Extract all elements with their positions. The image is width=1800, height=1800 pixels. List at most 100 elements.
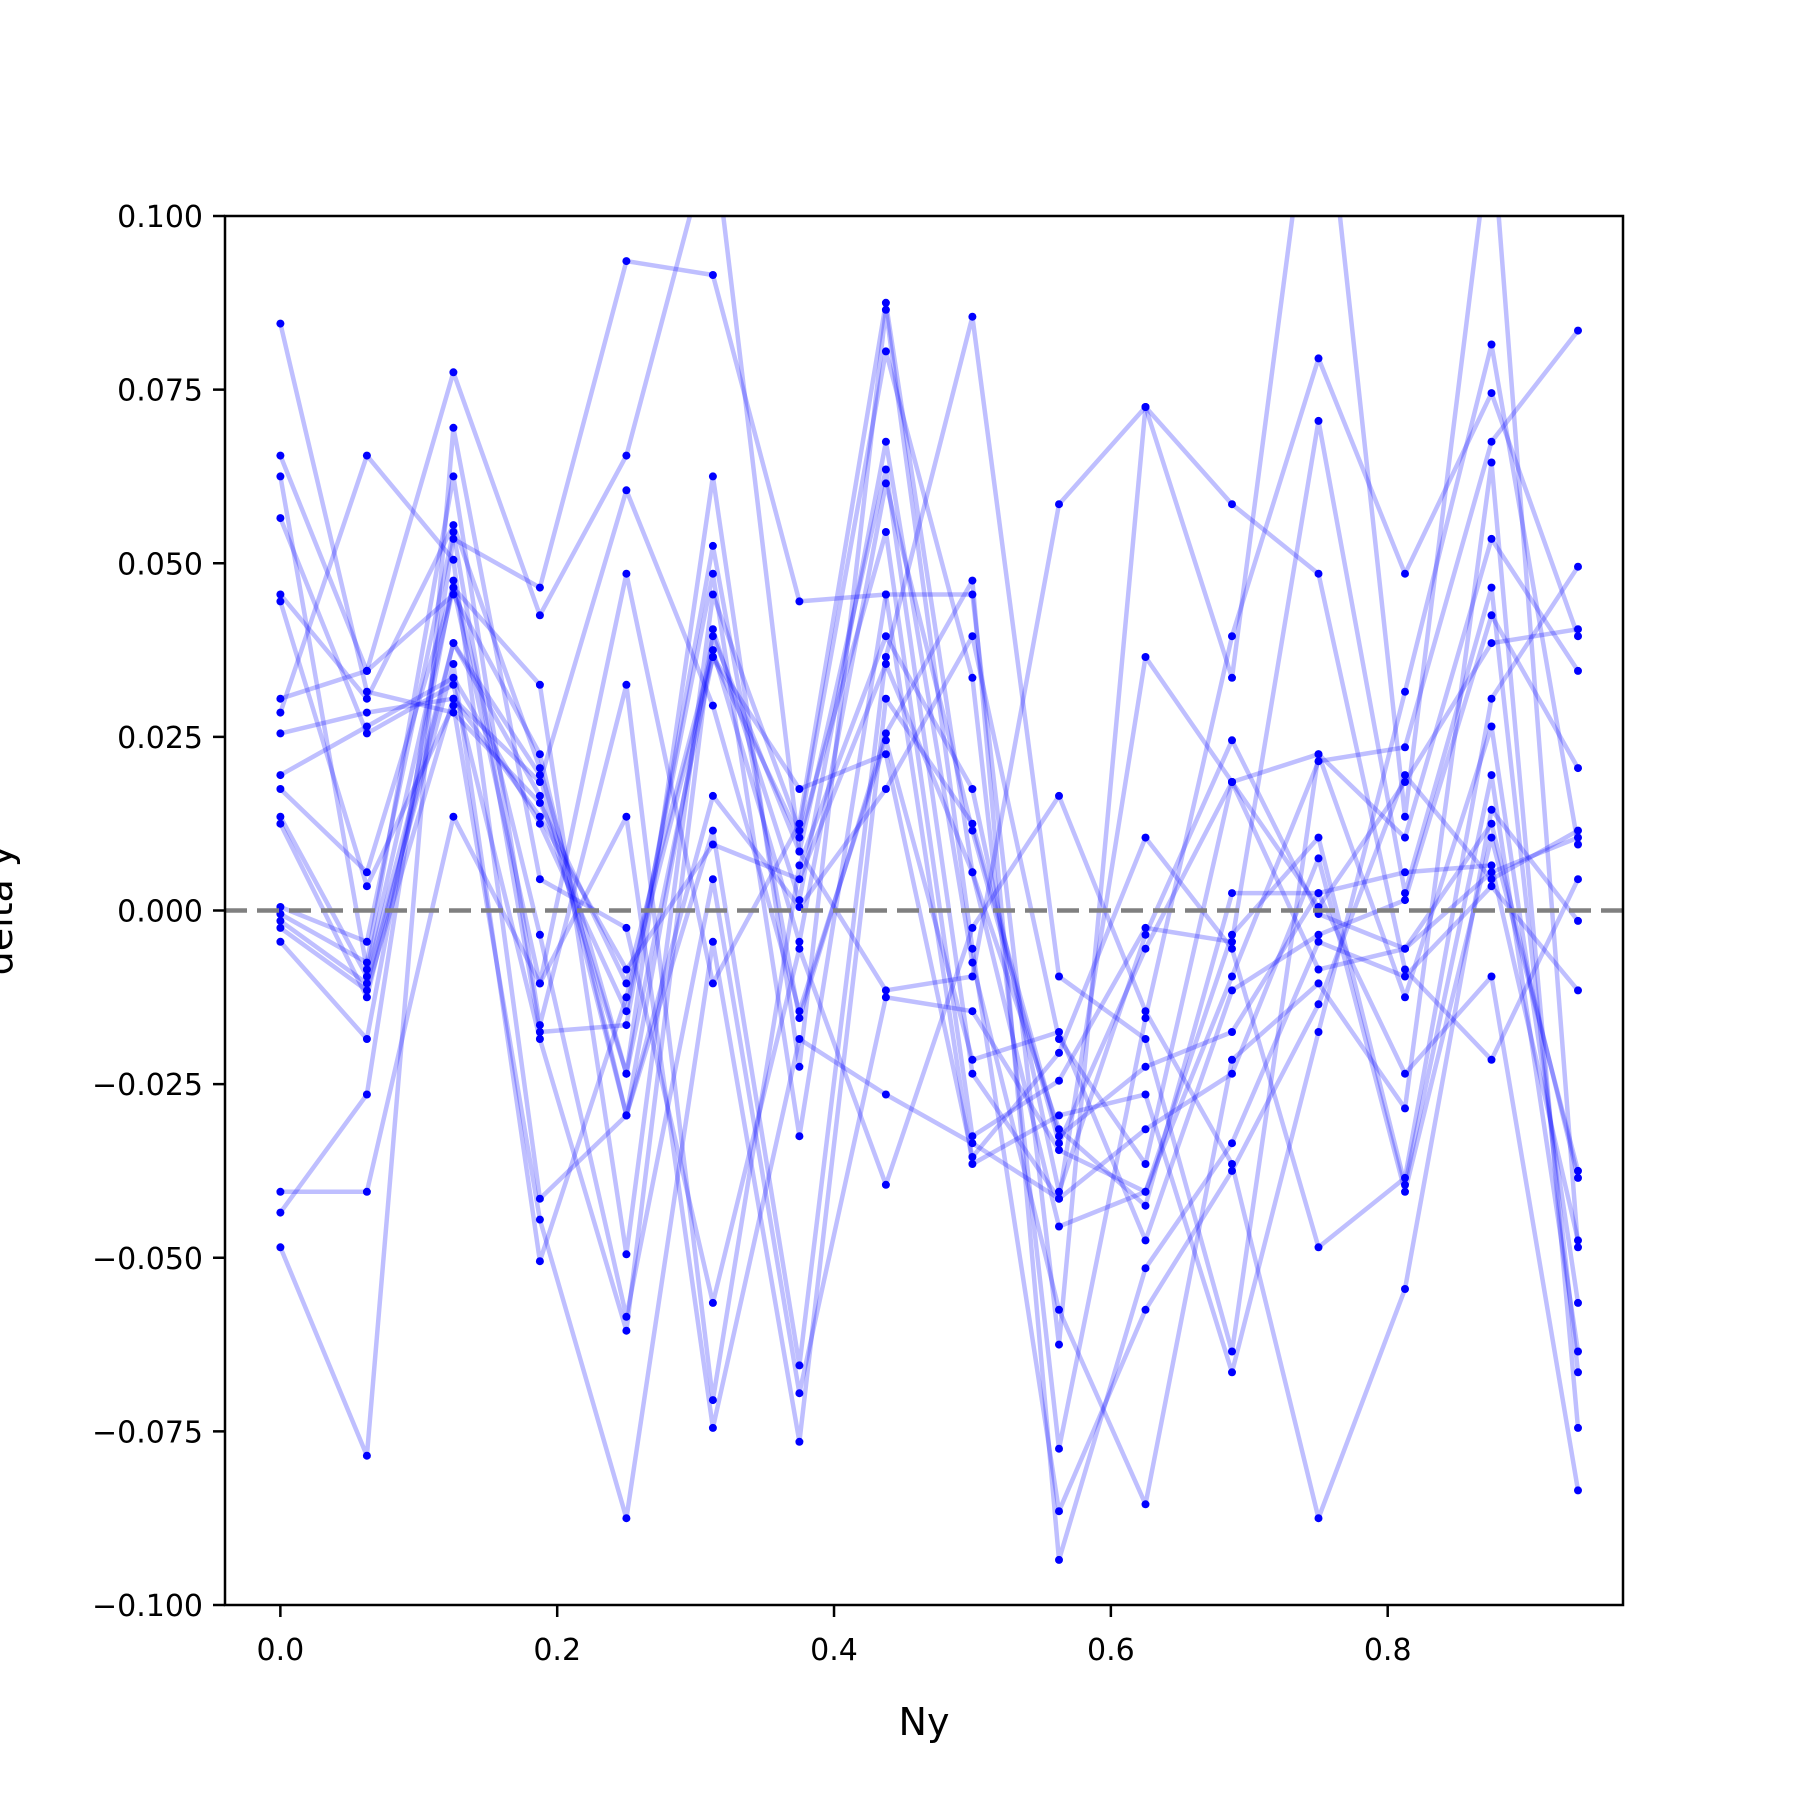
data-point — [1055, 1305, 1063, 1314]
data-point — [708, 979, 717, 988]
data-point — [795, 1389, 804, 1398]
data-point — [622, 569, 631, 578]
series-line — [280, 814, 1581, 1431]
data-point — [1228, 1055, 1236, 1064]
series-line — [278, 425, 1580, 1521]
series-line — [278, 522, 1580, 1250]
data-point — [1228, 500, 1236, 509]
data-point — [1141, 1160, 1150, 1168]
data-point — [1487, 534, 1496, 543]
data-point — [449, 660, 458, 668]
data-point — [1228, 736, 1236, 745]
data-point — [1574, 632, 1582, 641]
data-point — [968, 826, 977, 835]
data-point — [708, 569, 717, 578]
data-point — [1141, 1007, 1150, 1016]
data-point — [1401, 1285, 1409, 1293]
data-point — [1228, 1160, 1236, 1168]
data-point — [1487, 819, 1496, 828]
data-point — [1141, 944, 1150, 953]
data-point — [881, 298, 890, 307]
data-point — [1487, 583, 1496, 592]
data-point — [276, 729, 285, 738]
y-tick-label: 0.100 — [117, 200, 203, 235]
data-point — [1314, 569, 1323, 578]
data-point — [535, 1035, 544, 1043]
data-point — [1574, 826, 1582, 835]
y-tick-label: 0.075 — [117, 374, 203, 409]
data-point — [1314, 965, 1323, 974]
data-point — [535, 583, 544, 592]
data-point — [795, 819, 804, 828]
data-point — [1401, 687, 1409, 696]
data-point — [968, 673, 977, 682]
data-point — [708, 653, 717, 661]
data-point — [622, 257, 631, 266]
data-point — [708, 1396, 717, 1405]
data-point — [1574, 1243, 1582, 1252]
data-point — [622, 1250, 631, 1259]
data-point — [1401, 1187, 1409, 1196]
data-point — [1141, 923, 1150, 932]
data-point — [1314, 854, 1323, 863]
data-point — [535, 1021, 544, 1030]
series-line — [278, 349, 1581, 1451]
data-point — [1574, 840, 1582, 849]
data-point — [1401, 1180, 1409, 1189]
y-tick-label: −0.075 — [92, 1415, 203, 1450]
data-point — [276, 1243, 285, 1252]
data-point — [708, 271, 717, 279]
series-line — [278, 578, 1581, 1396]
data-point — [276, 451, 285, 460]
data-point — [1487, 833, 1496, 842]
series-line — [278, 626, 1579, 1167]
data-point — [1141, 1125, 1150, 1134]
y-axis-ticks: −0.100 −0.075 −0.050 −0.025 0.000 0.025 0.050 0… — [92, 200, 225, 1624]
data-point — [1228, 937, 1236, 946]
data-point — [535, 680, 544, 689]
data-point — [362, 986, 371, 995]
data-point — [535, 819, 544, 828]
data-point — [449, 639, 458, 648]
data-point — [795, 861, 804, 870]
data-point — [622, 1069, 631, 1078]
data-point — [1401, 569, 1409, 578]
data-point — [795, 1062, 804, 1071]
data-point — [795, 847, 804, 856]
data-point — [362, 1187, 371, 1196]
data-point — [708, 472, 717, 481]
x-tick-label: 0.6 — [1087, 1633, 1135, 1668]
x-axis-label: Ny — [899, 1700, 950, 1744]
data-point — [449, 528, 458, 536]
data-point — [1574, 562, 1582, 571]
data-point — [1228, 1069, 1236, 1078]
data-point — [1487, 611, 1496, 620]
data-point — [1314, 757, 1323, 766]
series-line — [278, 307, 1580, 1514]
data-point — [881, 986, 890, 995]
data-point — [1314, 930, 1323, 939]
data-point — [276, 590, 285, 599]
data-point — [535, 778, 544, 786]
data-point — [1487, 722, 1496, 731]
data-point — [968, 958, 977, 967]
data-point — [708, 541, 717, 550]
data-point — [1574, 1347, 1582, 1356]
data-point — [881, 305, 890, 314]
data-point — [881, 528, 890, 536]
data-point — [1141, 653, 1150, 661]
data-point — [1055, 972, 1063, 981]
data-point — [276, 923, 285, 932]
x-tick-label: 0.8 — [1364, 1633, 1412, 1668]
data-point — [708, 840, 717, 849]
data-point — [1055, 1146, 1063, 1155]
data-point — [1055, 1132, 1063, 1141]
x-axis-ticks: 0.0 0.2 0.4 0.6 0.8 — [257, 1605, 1412, 1668]
data-point — [1228, 1166, 1236, 1175]
data-point — [1228, 944, 1236, 953]
data-point — [1055, 1340, 1063, 1349]
data-point — [968, 868, 977, 877]
data-point — [1487, 694, 1496, 703]
data-point — [1574, 1298, 1582, 1307]
data-point — [1314, 833, 1323, 842]
